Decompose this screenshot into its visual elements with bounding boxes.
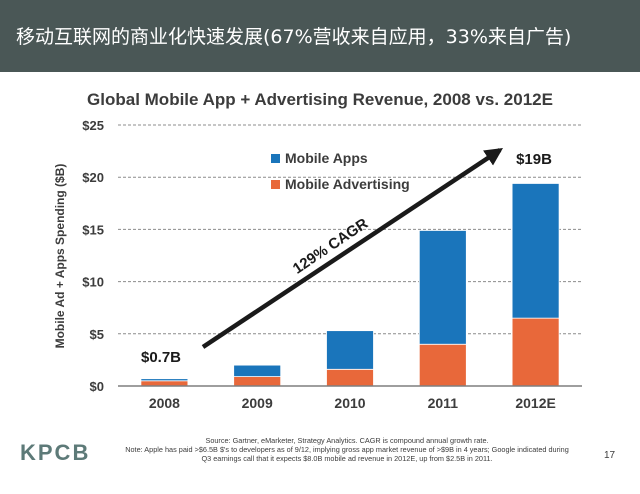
x-tick-label: 2011 [428, 395, 459, 411]
note-text: Note: Apple has paid >$6.5B $'s to devel… [125, 445, 569, 455]
gridlines [118, 124, 582, 335]
chart-title: Global Mobile App + Advertising Revenue,… [87, 90, 553, 109]
start-value-label: $0.7B [141, 349, 181, 366]
bar-mobile-apps-2012e [511, 183, 560, 319]
y-tick-label: $10 [82, 275, 104, 290]
note-text-continued: Q3 earnings call that it expects $8.0B m… [201, 454, 493, 464]
legend-label: Mobile Advertising [285, 176, 410, 192]
bar-mobile-advertising-2010 [326, 368, 374, 387]
bars [140, 183, 560, 387]
bar-mobile-apps-2008 [140, 378, 189, 382]
y-tick-label: $15 [82, 222, 104, 237]
y-tick-label: $0 [90, 379, 104, 394]
y-tick-label: $20 [82, 170, 104, 185]
page-number: 17 [604, 450, 616, 461]
bar-mobile-advertising-2012e [511, 317, 560, 387]
source-note: Source: Gartner, eMarketer, Strategy Ana… [110, 436, 584, 464]
legend-swatch [271, 180, 280, 189]
bar-mobile-apps-2010 [326, 330, 374, 370]
y-tick-label: $25 [82, 118, 104, 133]
y-tick-label: $5 [90, 327, 104, 342]
bar-mobile-advertising-2009 [233, 376, 282, 387]
cagr-label: 129% CAGR [290, 215, 372, 278]
bar-mobile-advertising-2008 [140, 380, 189, 387]
bar-mobile-advertising-2011 [418, 343, 467, 387]
kpcb-logo: KPCB [20, 440, 91, 465]
slide-header: 移动互联网的商业化快速发展(67%营收来自应用，33%来自广告) [0, 0, 640, 72]
y-axis-label: Mobile Ad + Apps Spending ($B) [53, 164, 67, 349]
stacked-bar-chart: $0 $5 $10 $15 $20 $25 2008 2009 2010 2011 2012E Mo… [53, 118, 582, 411]
x-tick-label: 2009 [242, 395, 273, 411]
bar-mobile-apps-2011 [418, 230, 467, 345]
legend-label: Mobile Apps [285, 150, 368, 166]
legend-swatch [271, 154, 280, 163]
slide-title: 移动互联网的商业化快速发展(67%营收来自应用，33%来自广告) [16, 26, 572, 48]
legend: Mobile Apps Mobile Advertising [271, 150, 410, 192]
x-tick-label: 2010 [334, 395, 365, 411]
x-tick-label: 2008 [149, 395, 180, 411]
end-value-label: $19B [516, 151, 552, 168]
axes: $0 $5 $10 $15 $20 $25 2008 2009 2010 2011 2012E [82, 118, 582, 411]
cagr-arrow [201, 148, 504, 349]
bar-mobile-apps-2009 [233, 364, 282, 378]
source-text: Source: Gartner, eMarketer, Strategy Ana… [205, 436, 489, 445]
x-tick-label: 2012E [515, 395, 555, 411]
